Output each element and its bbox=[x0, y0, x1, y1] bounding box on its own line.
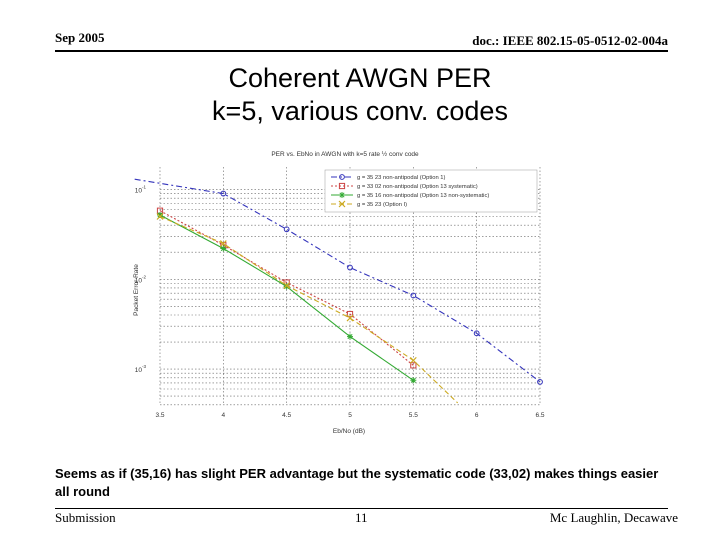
legend-label: g = 35 23 non-antipodal (Option 1) bbox=[357, 175, 446, 181]
x-marker bbox=[338, 200, 346, 208]
circle-marker bbox=[283, 226, 290, 233]
chart-series-group bbox=[134, 178, 543, 404]
y-tick-label: 10-3 bbox=[135, 364, 147, 374]
x-tick-label: 4 bbox=[222, 412, 226, 419]
series-line bbox=[159, 210, 414, 366]
x-tick-label: 6 bbox=[475, 412, 479, 419]
slide-title-line2: k=5, various conv. codes bbox=[212, 96, 508, 126]
x-marker bbox=[283, 282, 291, 290]
x-tick-label: 5.5 bbox=[409, 412, 418, 419]
slide-title-line1: Coherent AWGN PER bbox=[228, 63, 492, 93]
legend-box bbox=[324, 169, 538, 213]
per-chart: PER vs. EbNo in AWGN with k=5 rate ½ con… bbox=[133, 150, 545, 435]
x-marker bbox=[156, 213, 164, 220]
square-marker bbox=[346, 310, 354, 318]
y-tick-base: 10 bbox=[135, 187, 143, 194]
chart-axes: 3.5 4 4.5 5 5.5 6 6.510-110-210-3 bbox=[135, 184, 545, 419]
chart-title: PER vs. EbNo in AWGN with k=5 rate ½ con… bbox=[271, 150, 419, 158]
x-tick-label: 3.5 bbox=[155, 412, 164, 419]
star-marker bbox=[157, 211, 163, 218]
y-tick-base: 10 bbox=[135, 367, 143, 374]
series-3 bbox=[157, 211, 417, 384]
star-marker bbox=[347, 333, 353, 340]
circle-marker bbox=[473, 330, 480, 337]
x-tick-label: 6.5 bbox=[535, 412, 544, 419]
chart-legend: g = 35 23 non-antipodal (Option 1) g = 33… bbox=[324, 169, 538, 213]
series-4 bbox=[156, 213, 459, 404]
star-marker bbox=[220, 245, 227, 252]
circle-marker bbox=[220, 190, 227, 197]
header-divider bbox=[55, 50, 668, 52]
footer-page-number: 11 bbox=[355, 510, 368, 525]
circle-marker bbox=[410, 292, 417, 299]
y-tick-label: 10-1 bbox=[135, 184, 147, 194]
y-tick-base: 10 bbox=[135, 277, 143, 284]
y-axis-label: Packet Error Rate bbox=[133, 264, 140, 316]
star-marker bbox=[339, 192, 345, 198]
x-marker bbox=[219, 240, 227, 247]
x-axis-label: Eb/No (dB) bbox=[333, 428, 365, 435]
x-marker bbox=[346, 314, 354, 322]
y-tick-exponent: -2 bbox=[142, 274, 146, 279]
y-tick-exponent: -3 bbox=[142, 364, 146, 369]
chart-grid bbox=[159, 167, 541, 406]
header-doc-id: doc.: IEEE 802.15-05-0512-02-004a bbox=[472, 33, 668, 48]
series-line bbox=[159, 215, 459, 404]
slide-caption: Seems as if (35,16) has slight PER advan… bbox=[55, 466, 659, 499]
star-marker bbox=[283, 283, 290, 290]
legend-label: g = 35 16 non-antipodal (Option 13 non-s… bbox=[357, 193, 489, 199]
slide-title: Coherent AWGN PER k=5, various conv. cod… bbox=[0, 62, 720, 128]
series-1 bbox=[134, 178, 543, 385]
header-date: Sep 2005 bbox=[55, 30, 105, 45]
circle-marker bbox=[537, 378, 543, 385]
circle-marker bbox=[339, 174, 345, 180]
legend-label: g = 35 23 (Option I) bbox=[357, 202, 407, 208]
footer-divider bbox=[55, 508, 668, 509]
x-marker bbox=[409, 356, 417, 364]
circle-marker bbox=[347, 264, 353, 271]
y-tick-label: 10-2 bbox=[135, 274, 147, 284]
square-marker bbox=[338, 182, 346, 190]
series-line bbox=[134, 178, 541, 383]
x-tick-label: 5 bbox=[348, 412, 352, 419]
footer-author: Mc Laughlin, Decawave bbox=[549, 510, 678, 525]
x-tick-label: 4.5 bbox=[282, 412, 291, 419]
star-marker bbox=[410, 377, 417, 384]
footer-submission: Submission bbox=[55, 510, 116, 525]
legend-label: g = 33 02 non-antipodal (Option 13 syste… bbox=[357, 184, 478, 190]
square-marker bbox=[410, 362, 417, 369]
y-tick-exponent: -1 bbox=[142, 184, 146, 189]
